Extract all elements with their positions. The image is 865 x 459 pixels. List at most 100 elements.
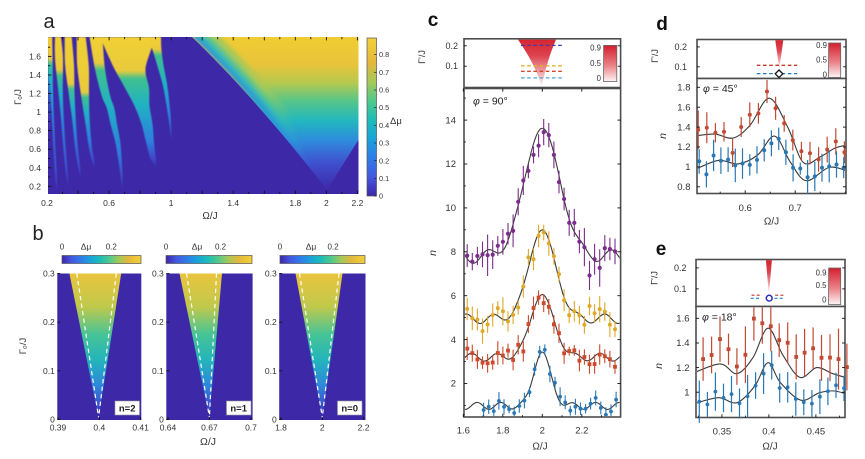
svg-text:0.1: 0.1	[674, 62, 687, 72]
svg-text:0.7: 0.7	[789, 203, 802, 214]
svg-text:0.2: 0.2	[43, 317, 55, 327]
svg-text:0.2: 0.2	[106, 243, 118, 252]
svg-text:0: 0	[159, 415, 164, 425]
svg-text:0: 0	[60, 243, 65, 252]
svg-text:0.9: 0.9	[816, 41, 827, 50]
svg-text:0.2: 0.2	[674, 42, 687, 52]
svg-text:1.6: 1.6	[29, 51, 41, 61]
svg-text:1: 1	[169, 198, 174, 208]
svg-text:Δμ: Δμ	[306, 242, 317, 252]
svg-text:0: 0	[272, 415, 277, 425]
svg-text:Γ'/J: Γ'/J	[650, 49, 660, 63]
svg-text:1.8: 1.8	[289, 198, 301, 208]
svg-text:n=2: n=2	[119, 404, 136, 415]
svg-text:0.4: 0.4	[379, 121, 389, 130]
svg-text:0.67: 0.67	[201, 423, 218, 433]
svg-text:a: a	[43, 11, 55, 33]
svg-text:d: d	[656, 14, 668, 35]
svg-text:0.7: 0.7	[245, 423, 257, 433]
svg-text:Ω/J: Ω/J	[200, 436, 216, 448]
svg-text:Δμ: Δμ	[192, 242, 203, 252]
svg-text:0.5: 0.5	[379, 103, 389, 112]
svg-text:1.6: 1.6	[677, 102, 690, 113]
svg-text:0.3: 0.3	[379, 139, 389, 148]
svg-text:1.4: 1.4	[676, 338, 689, 349]
svg-text:n=1: n=1	[230, 404, 247, 415]
svg-text:0.39: 0.39	[50, 423, 67, 433]
svg-text:8: 8	[451, 247, 456, 258]
svg-text:12: 12	[445, 159, 456, 170]
svg-text:0.1: 0.1	[265, 366, 277, 376]
svg-text:c: c	[428, 10, 439, 31]
svg-text:14: 14	[445, 115, 456, 126]
svg-text:0.6: 0.6	[379, 86, 389, 95]
svg-text:0.41: 0.41	[132, 423, 149, 433]
svg-text:0.3: 0.3	[265, 269, 277, 279]
svg-text:1.8: 1.8	[275, 423, 287, 433]
svg-text:10: 10	[445, 203, 456, 214]
svg-text:0.5: 0.5	[590, 59, 602, 68]
svg-text:0: 0	[822, 296, 827, 305]
svg-text:0.5: 0.5	[816, 281, 828, 290]
svg-text:1.4: 1.4	[29, 70, 41, 80]
svg-text:0.2: 0.2	[379, 156, 389, 165]
svg-text:n: n	[427, 250, 439, 256]
svg-text:e: e	[656, 239, 667, 260]
svg-text:n=0: n=0	[341, 404, 358, 415]
svg-text:1.2: 1.2	[677, 142, 690, 153]
svg-text:φ = 18°: φ = 18°	[702, 312, 737, 324]
svg-text:0.2: 0.2	[29, 181, 41, 191]
svg-text:1: 1	[685, 162, 690, 173]
svg-text:0: 0	[597, 74, 602, 83]
svg-text:0.9: 0.9	[590, 44, 601, 53]
svg-text:0.3: 0.3	[152, 269, 164, 279]
svg-text:0.2: 0.2	[327, 243, 339, 252]
svg-text:2.2: 2.2	[358, 423, 370, 433]
svg-text:1: 1	[36, 107, 41, 117]
svg-text:0: 0	[379, 192, 383, 201]
svg-text:0.6: 0.6	[739, 203, 752, 214]
svg-text:0.4: 0.4	[29, 163, 41, 173]
svg-text:0.2: 0.2	[265, 317, 277, 327]
svg-text:0.8: 0.8	[29, 126, 41, 136]
svg-text:0.2: 0.2	[152, 317, 164, 327]
svg-text:0.4: 0.4	[93, 423, 105, 433]
svg-text:0.2: 0.2	[674, 263, 687, 273]
svg-text:0.2: 0.2	[445, 41, 458, 51]
svg-text:1.6: 1.6	[457, 426, 470, 437]
svg-text:0.6: 0.6	[103, 198, 115, 208]
svg-text:0.6: 0.6	[29, 144, 41, 154]
svg-text:0.7: 0.7	[379, 68, 389, 77]
svg-text:Ω/J: Ω/J	[532, 442, 547, 453]
svg-text:n: n	[653, 363, 665, 369]
svg-text:0: 0	[823, 70, 828, 79]
svg-text:0.1: 0.1	[674, 284, 687, 294]
svg-text:0: 0	[278, 243, 283, 252]
svg-text:1.8: 1.8	[677, 83, 690, 94]
svg-text:4: 4	[451, 335, 456, 346]
svg-text:2: 2	[540, 426, 545, 437]
svg-text:Δμ: Δμ	[81, 242, 92, 252]
svg-text:0.8: 0.8	[677, 182, 690, 193]
svg-text:6: 6	[451, 291, 456, 302]
svg-text:0.45: 0.45	[807, 427, 826, 438]
svg-text:Γ'/J: Γ'/J	[650, 271, 660, 285]
svg-text:0.2: 0.2	[215, 243, 227, 252]
svg-text:2: 2	[324, 198, 329, 208]
svg-text:Δμ: Δμ	[390, 116, 402, 127]
svg-text:0.3: 0.3	[43, 269, 55, 279]
svg-text:1.8: 1.8	[496, 426, 509, 437]
svg-text:0.9: 0.9	[816, 269, 827, 278]
svg-text:1.4: 1.4	[227, 198, 239, 208]
svg-text:0: 0	[50, 415, 55, 425]
svg-text:0.1: 0.1	[152, 366, 164, 376]
svg-text:b: b	[32, 223, 43, 245]
svg-text:0.1: 0.1	[43, 366, 55, 376]
svg-text:0.4: 0.4	[762, 427, 775, 438]
svg-text:0.1: 0.1	[379, 174, 389, 183]
svg-text:0.35: 0.35	[713, 427, 732, 438]
svg-text:1.4: 1.4	[677, 122, 690, 133]
svg-text:Γ₀/J: Γ₀/J	[13, 89, 23, 105]
svg-text:1.6: 1.6	[676, 314, 689, 325]
svg-text:φ = 45°: φ = 45°	[703, 83, 738, 95]
